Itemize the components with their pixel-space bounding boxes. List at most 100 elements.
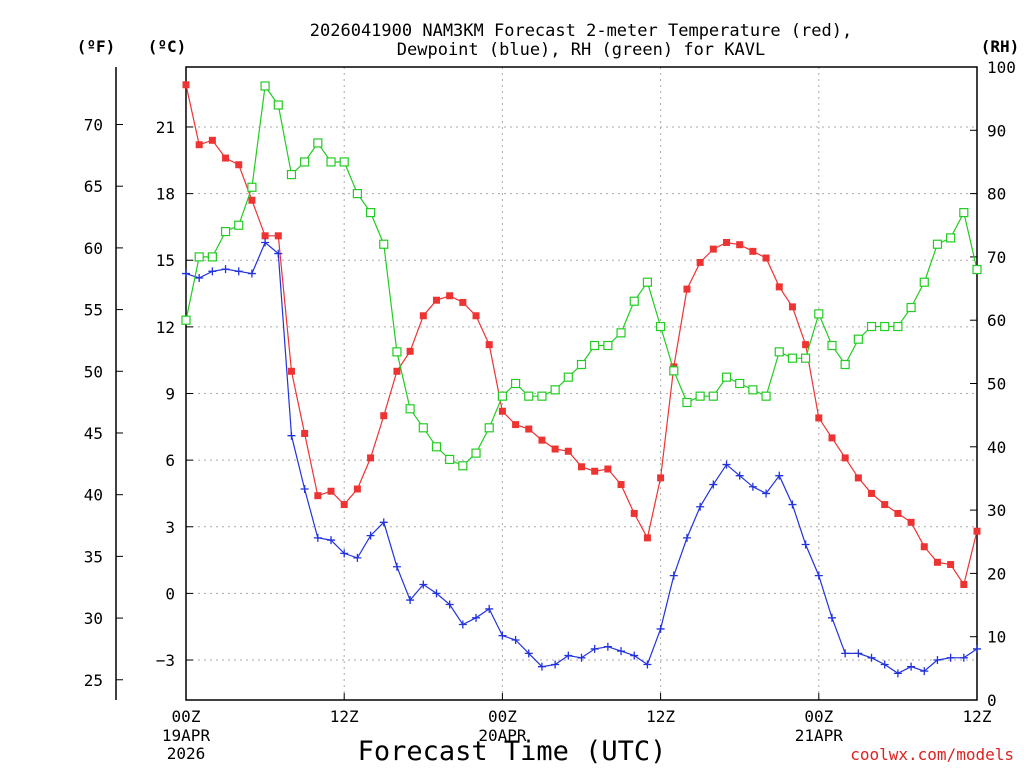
rh-point bbox=[972, 264, 982, 275]
dewpoint-point bbox=[208, 267, 217, 276]
rh-point bbox=[537, 391, 547, 401]
dewpoint-point bbox=[880, 660, 889, 669]
temperature-point bbox=[564, 447, 572, 455]
temperature-point bbox=[235, 161, 243, 169]
rh-point bbox=[339, 157, 349, 167]
temperature-point bbox=[828, 434, 836, 442]
rh-point bbox=[629, 296, 639, 306]
x-tick-date-label: 19APR bbox=[162, 726, 211, 745]
temperature-point bbox=[512, 421, 520, 429]
axes: 25 30 35 40 45 50 55 60 65 70 −3 0 3 6 9 12 15 18 21 0 10 20 3… bbox=[84, 58, 1016, 763]
dewpoint-point bbox=[682, 533, 691, 542]
chart-title-line2: Dewpoint (blue), RH (green) for KAVL bbox=[397, 40, 765, 60]
temperature-point bbox=[709, 245, 717, 253]
dewpoint-point bbox=[498, 631, 507, 640]
fahrenheit-tick-label: 50 bbox=[84, 362, 103, 381]
temperature-point bbox=[802, 341, 810, 349]
temperature-point bbox=[248, 196, 256, 204]
x-tick-label: 12Z bbox=[330, 707, 359, 726]
dewpoint-point bbox=[247, 269, 256, 278]
temperature-point bbox=[657, 474, 665, 482]
dewpoint-point bbox=[419, 580, 428, 589]
temperature-point bbox=[630, 509, 638, 517]
temperature-point bbox=[485, 341, 493, 349]
rh-point bbox=[721, 372, 732, 382]
rh-point bbox=[445, 454, 455, 465]
temperature-series bbox=[182, 81, 981, 589]
dewpoint-point bbox=[959, 653, 968, 662]
dewpoint-point bbox=[590, 644, 599, 653]
dewpoint-point bbox=[472, 613, 481, 622]
dewpoint-point bbox=[920, 667, 929, 676]
rh-point bbox=[234, 220, 244, 230]
dewpoint-point bbox=[221, 265, 230, 274]
rh-tick-label: 0 bbox=[987, 691, 997, 710]
rh-point bbox=[919, 277, 929, 287]
celsius-tick-label: 9 bbox=[165, 384, 175, 403]
rh-point bbox=[194, 252, 204, 262]
rh-point bbox=[708, 391, 718, 401]
rh-unit-label: (RH) bbox=[981, 37, 1020, 56]
temperature-point bbox=[973, 527, 981, 535]
rh-point bbox=[695, 391, 705, 401]
temperature-point bbox=[854, 474, 862, 482]
x-tick-year-label: 2026 bbox=[167, 744, 206, 763]
rh-point bbox=[774, 347, 784, 357]
celsius-unit-label: (ºC) bbox=[148, 37, 187, 56]
temperature-point bbox=[591, 467, 599, 475]
rh-point bbox=[932, 239, 943, 249]
dewpoint-point bbox=[827, 613, 836, 622]
temperature-point bbox=[301, 429, 309, 437]
rh-point bbox=[576, 359, 587, 370]
temperature-point bbox=[538, 436, 546, 444]
rh-point bbox=[801, 353, 811, 363]
dewpoint-point bbox=[195, 274, 204, 282]
temperature-point bbox=[261, 232, 269, 240]
rh-point bbox=[787, 353, 798, 363]
fahrenheit-tick-label: 40 bbox=[84, 486, 103, 505]
dewpoint-point bbox=[511, 636, 520, 645]
rh-point bbox=[471, 448, 481, 458]
temperature-point bbox=[287, 367, 295, 375]
dewpoint-point bbox=[261, 238, 270, 247]
dewpoint-point bbox=[762, 489, 771, 498]
celsius-tick-label: 6 bbox=[165, 451, 175, 470]
rh-point bbox=[959, 207, 969, 218]
temperature-point bbox=[578, 463, 585, 471]
rh-point bbox=[220, 226, 231, 237]
rh-tick-label: 70 bbox=[987, 248, 1006, 267]
rh-tick-label: 100 bbox=[987, 58, 1016, 77]
rh-point bbox=[313, 138, 323, 148]
dewpoint-point bbox=[617, 647, 626, 656]
temperature-point bbox=[432, 296, 440, 304]
rh-point bbox=[260, 81, 270, 91]
temperature-point bbox=[393, 367, 401, 375]
temperature-point bbox=[459, 298, 467, 306]
dewpoint-point bbox=[327, 536, 336, 545]
x-tick-label: 12Z bbox=[963, 707, 992, 726]
rh-point bbox=[814, 309, 824, 319]
dewpoint-line bbox=[185, 241, 978, 674]
temperature-point bbox=[367, 454, 375, 462]
temperature-point bbox=[683, 285, 691, 293]
dewpoint-point bbox=[392, 562, 401, 571]
temperature-point bbox=[195, 141, 203, 149]
fahrenheit-tick-label: 45 bbox=[84, 424, 103, 443]
fahrenheit-tick-label: 35 bbox=[84, 547, 103, 566]
temperature-point bbox=[933, 558, 941, 566]
dewpoint-point bbox=[696, 502, 705, 511]
series-group bbox=[181, 81, 982, 678]
rh-tick-label: 20 bbox=[987, 564, 1006, 583]
rh-point bbox=[484, 423, 494, 433]
rh-tick-label: 30 bbox=[987, 501, 1006, 520]
dewpoint-point bbox=[867, 653, 876, 662]
temperature-point bbox=[947, 561, 955, 569]
temperature-point bbox=[314, 492, 322, 500]
dewpoint-point bbox=[234, 267, 243, 276]
temperature-point bbox=[775, 283, 783, 291]
dewpoint-point bbox=[946, 653, 955, 662]
celsius-tick-label: 15 bbox=[156, 251, 175, 270]
rh-point bbox=[524, 391, 534, 401]
dewpoint-point bbox=[524, 649, 533, 658]
